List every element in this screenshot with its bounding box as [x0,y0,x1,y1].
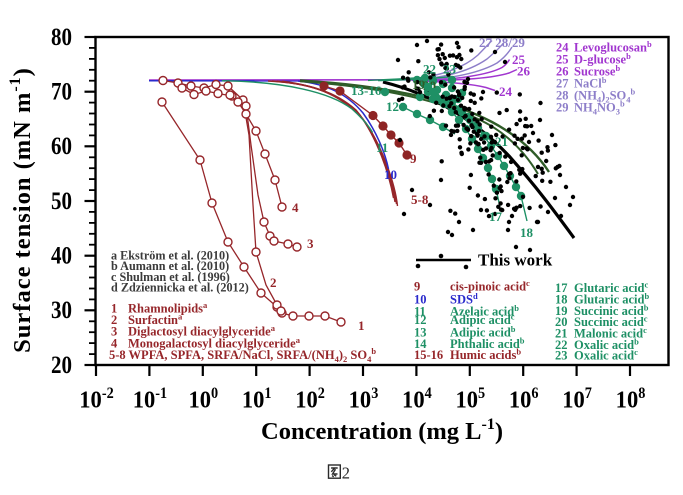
svg-text:Malonic acidc: Malonic acidc [574,325,647,341]
svg-text:a Ekström et al. (2010): a Ekström et al. (2010) [111,249,229,263]
svg-text:5-8 WPFA, SPFA, SRFA/NaCl, SRF: 5-8 WPFA, SPFA, SRFA/NaCl, SRFA/(NH4)2 S… [109,346,376,364]
svg-text:103: 103 [349,386,379,414]
svg-text:4: 4 [292,200,299,215]
svg-text:70: 70 [51,77,72,105]
svg-text:23: 23 [555,349,568,363]
svg-text:11: 11 [376,140,388,155]
svg-text:28: 28 [556,89,569,103]
svg-text:25: 25 [556,53,569,67]
svg-text:5-8: 5-8 [411,192,429,207]
svg-text:Sucroseb: Sucroseb [574,63,620,79]
svg-text:cis-pinoic acidc: cis-pinoic acidc [450,278,530,294]
svg-text:1: 1 [358,318,365,333]
svg-text:23: 23 [443,62,457,77]
svg-text:c Shulman et al. (1996): c Shulman et al. (1996) [111,270,230,284]
svg-text:20: 20 [555,315,568,329]
svg-text:12: 12 [414,313,427,327]
svg-text:22: 22 [423,62,436,77]
svg-text:Succinic acidb: Succinic acidb [574,303,649,319]
svg-text:25: 25 [512,52,526,67]
svg-text:Adipic acidb: Adipic acidb [450,324,516,340]
svg-text:Azelaic acidb: Azelaic acidb [450,303,519,319]
svg-text:b Aumann et al. (2010): b Aumann et al. (2010) [111,259,229,273]
svg-text:2: 2 [342,464,350,483]
svg-text:17: 17 [555,281,568,295]
svg-text:12: 12 [386,99,399,114]
svg-text:50: 50 [51,186,72,214]
svg-text:2: 2 [111,313,117,327]
svg-text:40: 40 [51,241,72,269]
svg-text:9: 9 [414,280,420,294]
svg-text:10: 10 [414,293,427,307]
svg-text:Concentration (mg L-1): Concentration (mg L-1) [261,416,503,445]
svg-text:3: 3 [111,325,117,339]
svg-text:19: 19 [412,77,426,92]
svg-text:26: 26 [556,65,569,79]
svg-text:24: 24 [556,41,569,55]
svg-text:22: 22 [555,338,568,352]
svg-text:30: 30 [51,295,72,323]
svg-text:60: 60 [51,131,72,159]
svg-text:19: 19 [555,304,568,318]
svg-text:80: 80 [51,22,72,50]
svg-text:24: 24 [499,84,513,99]
svg-text:Monogalactosyl diacylglyceride: Monogalactosyl diacylglyceridea [128,335,301,351]
svg-text:26: 26 [517,64,531,79]
svg-text:9: 9 [410,151,417,166]
svg-text:4: 4 [111,336,118,350]
svg-text:Glutaric acidc: Glutaric acidc [574,280,648,296]
svg-text:15-16: 15-16 [414,348,443,362]
svg-text:27 28/29: 27 28/29 [479,35,525,50]
svg-text:2: 2 [270,275,277,290]
svg-text:17: 17 [489,209,503,224]
svg-text:This work: This work [478,251,553,270]
svg-text:Levoglucosanb: Levoglucosanb [574,39,652,55]
svg-text:SDSd: SDSd [450,291,478,307]
svg-text:Adipic acidc: Adipic acidc [450,312,515,328]
svg-text:d Zdziennicka et al. (2012): d Zdziennicka et al. (2012) [111,281,249,295]
svg-text:29: 29 [556,101,569,115]
svg-text:106: 106 [509,386,539,414]
svg-text:Oxalic acidb: Oxalic acidb [574,337,639,353]
svg-text:11: 11 [414,305,426,319]
svg-text:NaClb: NaClb [574,75,607,91]
svg-text:18: 18 [520,225,534,240]
svg-text:21: 21 [555,327,568,341]
svg-text:21: 21 [495,134,508,149]
svg-text:20: 20 [51,350,72,378]
svg-text:Humic acidsb: Humic acidsb [450,347,521,363]
svg-text:1: 1 [111,302,117,316]
svg-text:Surface tension (mN m-1): Surface tension (mN m-1) [7,67,36,353]
svg-text:Phthalic acidb: Phthalic acidb [450,336,525,352]
svg-text:Surfactina: Surfactina [128,312,183,328]
svg-text:3: 3 [307,236,314,251]
svg-text:Rhamnolipidsa: Rhamnolipidsa [128,300,208,316]
svg-text:10: 10 [384,167,397,182]
svg-text:Succinic acidc: Succinic acidc [574,314,648,330]
svg-text:Oxalic acidc: Oxalic acidc [574,347,638,363]
svg-text:NH4NO3b: NH4NO3b [574,99,625,117]
svg-text:14: 14 [414,337,427,351]
svg-text:13-16: 13-16 [351,83,382,98]
svg-text:Glutaric acidb: Glutaric acidb [574,291,649,307]
svg-text:18: 18 [555,293,568,307]
svg-text:(NH4)2SO4b: (NH4)2SO4b [574,87,636,105]
svg-text:27: 27 [556,77,569,91]
svg-text:Diglactosyl diacylglyceridea: Diglactosyl diacylglyceridea [128,323,276,339]
svg-text:13: 13 [414,326,427,340]
svg-text:D-glucoseb: D-glucoseb [574,51,631,67]
